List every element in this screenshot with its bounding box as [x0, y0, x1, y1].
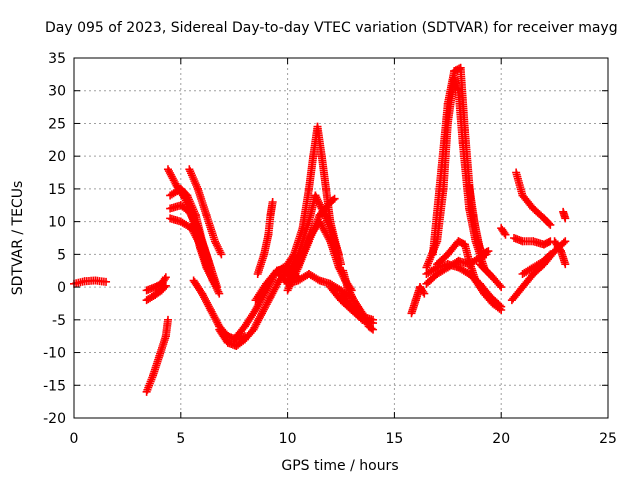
data-point — [313, 275, 322, 284]
series-seg-ae — [497, 224, 510, 239]
data-point — [160, 274, 169, 283]
data-point — [367, 324, 376, 333]
data-point — [500, 229, 509, 238]
data-point — [163, 315, 172, 324]
data-points — [70, 63, 570, 396]
y-tick-label: -20 — [43, 411, 66, 427]
series-seg-i — [185, 165, 226, 259]
data-point — [555, 245, 564, 254]
series-seg-c — [142, 281, 170, 305]
plot-frame — [73, 57, 609, 419]
y-tick-label: 0 — [57, 280, 66, 296]
data-point — [420, 289, 429, 298]
data-point — [545, 251, 554, 260]
data-point — [102, 277, 111, 286]
data-point — [545, 219, 554, 228]
y-tick-label: 25 — [48, 116, 66, 132]
series-seg-s — [272, 266, 356, 301]
data-point — [330, 194, 339, 203]
x-axis-label: GPS time / hours — [281, 458, 398, 474]
series-seg-ak — [518, 250, 555, 278]
data-point — [217, 250, 226, 259]
y-tick-label: 30 — [48, 84, 66, 100]
chart-title: Day 095 of 2023, Sidereal Day-to-day VTE… — [45, 20, 618, 36]
series-seg-aj — [559, 207, 570, 223]
data-point — [329, 195, 338, 204]
data-point — [546, 220, 555, 229]
data-point — [484, 247, 493, 256]
series-seg-ah — [510, 234, 555, 249]
series-seg-v — [339, 266, 378, 334]
data-point — [195, 238, 204, 247]
y-tick-label: -15 — [43, 378, 66, 394]
series-seg-d — [142, 315, 172, 396]
x-tick-label: 20 — [492, 431, 510, 447]
data-point — [419, 288, 428, 296]
data-point — [495, 304, 504, 313]
series-seg-m — [253, 198, 277, 278]
series-seg-h — [166, 214, 224, 298]
series-seg-ag — [512, 168, 555, 229]
data-point — [495, 281, 504, 290]
data-point — [161, 281, 170, 290]
x-tick-label: 0 — [70, 431, 79, 447]
data-point — [161, 273, 170, 282]
series-seg-ac — [465, 181, 493, 259]
series-seg-a — [70, 276, 111, 288]
data-point — [325, 235, 334, 244]
data-point — [431, 264, 440, 273]
data-point — [160, 283, 169, 292]
data-point — [561, 214, 570, 223]
y-tick-label: 5 — [57, 247, 66, 263]
data-point — [497, 283, 506, 292]
x-axis-ticks: 0 5 10 15 20 25 — [70, 58, 617, 447]
y-tick-label: -10 — [43, 346, 66, 362]
data-point — [482, 247, 491, 256]
y-axis-label: SDTVAR / TECUs — [10, 181, 26, 296]
data-point — [561, 260, 570, 269]
data-point — [497, 306, 506, 314]
series-seg-ai — [550, 237, 570, 269]
data-point — [544, 238, 553, 247]
data-point — [561, 237, 570, 246]
data-point — [369, 325, 378, 334]
data-point — [192, 222, 201, 231]
series-seg-ab — [433, 237, 506, 314]
y-tick-label: 20 — [48, 149, 66, 165]
data-point — [215, 289, 224, 298]
data-point — [268, 198, 277, 206]
series-seg-ad — [475, 260, 506, 292]
data-point — [369, 315, 378, 324]
x-tick-label: 10 — [279, 431, 297, 447]
y-tick-label: 35 — [48, 51, 66, 67]
x-tick-label: 25 — [599, 431, 617, 447]
y-tick-label: 15 — [48, 182, 66, 198]
data-point — [546, 250, 555, 259]
x-tick-label: 5 — [176, 431, 185, 447]
y-tick-label: -5 — [52, 313, 66, 329]
data-point — [559, 238, 568, 247]
y-axis-ticks: -20 -15 -10 -5 0 5 10 15 20 25 30 35 — [43, 51, 608, 427]
y-tick-label: 10 — [48, 215, 66, 231]
x-tick-label: 15 — [385, 431, 403, 447]
data-point — [501, 230, 510, 239]
series-seg-w — [407, 283, 429, 318]
